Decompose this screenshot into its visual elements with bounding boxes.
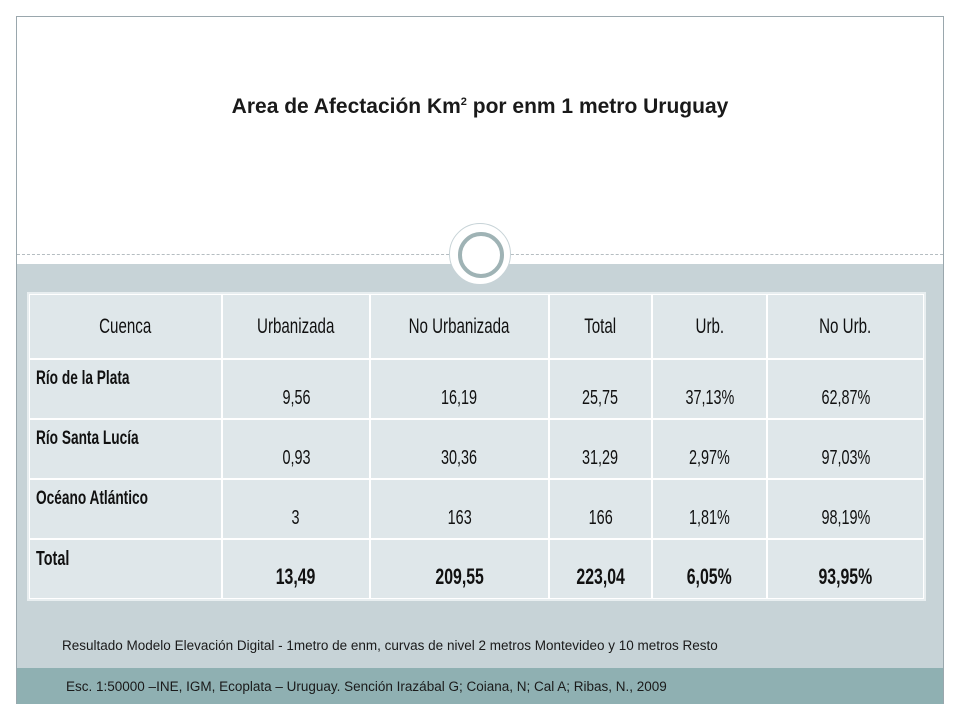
- header-urbanizada: Urbanizada: [222, 294, 370, 359]
- row-cell: 209,55: [370, 539, 549, 599]
- circle-ornament: [449, 223, 511, 285]
- row-cell: 13,49: [222, 539, 370, 599]
- title-superscript: 2: [460, 96, 467, 108]
- row-cell: 3: [222, 479, 370, 539]
- source-credit: Esc. 1:50000 –INE, IGM, Ecoplata – Urugu…: [66, 679, 667, 694]
- row-cell: 37,13%: [652, 359, 767, 419]
- header-cuenca: Cuenca: [29, 294, 222, 359]
- row-cell: 223,04: [549, 539, 652, 599]
- row-cell: 9,56: [222, 359, 370, 419]
- table-row: Río Santa Lucía 0,93 30,36 31,29 2,97% 9…: [29, 419, 924, 479]
- header-no-urbanizada: No Urbanizada: [370, 294, 549, 359]
- row-cell: 1,81%: [652, 479, 767, 539]
- footer-bar: [17, 668, 943, 704]
- table-row: Río de la Plata 9,56 16,19 25,75 37,13% …: [29, 359, 924, 419]
- table-caption: Resultado Modelo Elevación Digital - 1me…: [62, 638, 718, 653]
- row-cuenca-cell: Río Santa Lucía: [29, 419, 222, 479]
- row-cuenca-cell: Total: [29, 539, 222, 599]
- table-row: Océano Atlántico 3 163 166 1,81% 98,19%: [29, 479, 924, 539]
- row-cell: 16,19: [370, 359, 549, 419]
- row-cuenca-cell: Río de la Plata: [29, 359, 222, 419]
- slide-title: Area de Afectación Km2 por enm 1 metro U…: [17, 95, 943, 119]
- title-area: Area de Afectación Km2 por enm 1 metro U…: [17, 17, 943, 255]
- row-cell: 97,03%: [767, 419, 924, 479]
- row-cell: 25,75: [549, 359, 652, 419]
- title-text-suffix: por enm 1 metro Uruguay: [466, 95, 729, 118]
- data-table: Cuenca Urbanizada No Urbanizada Total Ur…: [27, 292, 926, 601]
- title-text: Area de Afectación Km: [231, 95, 461, 118]
- row-cell: 93,95%: [767, 539, 924, 599]
- row-cell: 163: [370, 479, 549, 539]
- row-cell: 2,97%: [652, 419, 767, 479]
- table-total-row: Total 13,49 209,55 223,04 6,05% 93,95%: [29, 539, 924, 599]
- table-header-row: Cuenca Urbanizada No Urbanizada Total Ur…: [29, 294, 924, 359]
- header-total: Total: [549, 294, 652, 359]
- header-no-urb-pct: No Urb.: [767, 294, 924, 359]
- row-cell: 0,93: [222, 419, 370, 479]
- header-urb-pct: Urb.: [652, 294, 767, 359]
- row-cuenca-cell: Océano Atlántico: [29, 479, 222, 539]
- row-cell: 62,87%: [767, 359, 924, 419]
- row-cell: 31,29: [549, 419, 652, 479]
- row-cell: 98,19%: [767, 479, 924, 539]
- row-cell: 166: [549, 479, 652, 539]
- row-cell: 6,05%: [652, 539, 767, 599]
- row-cell: 30,36: [370, 419, 549, 479]
